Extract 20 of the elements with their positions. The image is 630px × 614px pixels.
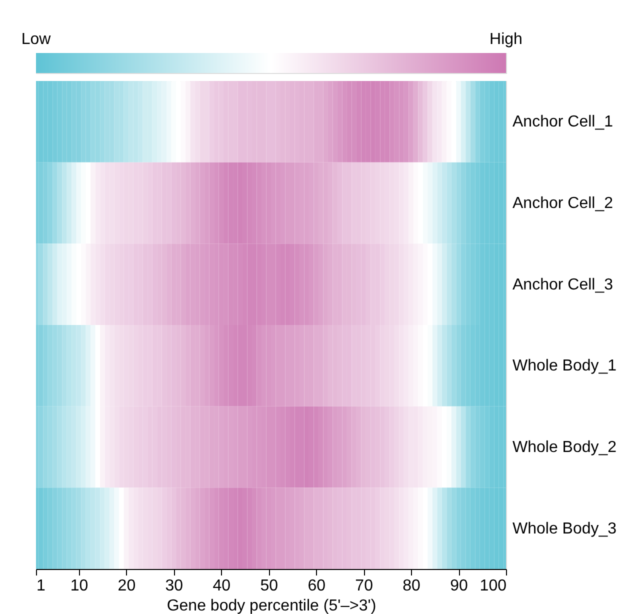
y-tick-label: Anchor Cell_3 [512, 276, 614, 294]
x-tick-label: 10 [70, 578, 88, 594]
x-tick-label: 50 [260, 578, 278, 594]
x-axis-title: Gene body percentile (5'–>3') [166, 598, 376, 614]
color-bar-label: High [490, 31, 522, 48]
x-tick-label: 30 [165, 578, 184, 594]
x-tick-label: 60 [308, 578, 326, 594]
y-tick-label: Anchor Cell_1 [512, 114, 614, 131]
x-tick-label: 90 [450, 578, 468, 594]
x-tick-label: 100 [480, 578, 507, 594]
x-tick-label: 20 [118, 578, 136, 594]
y-tick-label: Whole Body_1 [512, 358, 617, 375]
y-tick-label: Anchor Cell_2 [512, 195, 614, 212]
x-tick-label: 1 [36, 578, 46, 594]
color-bar-label: Low [21, 31, 52, 48]
x-tick-label: 80 [402, 578, 421, 594]
x-tick-label: 70 [355, 578, 374, 594]
y-tick-label: Whole Body_3 [512, 520, 617, 538]
y-tick-label: Whole Body_2 [512, 439, 617, 456]
x-tick-label: 40 [212, 578, 231, 594]
